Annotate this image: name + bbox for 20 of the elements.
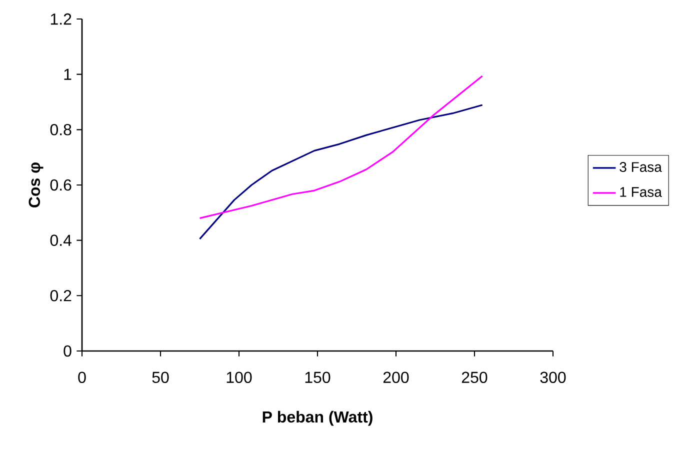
- y-tick-label: 0.6: [50, 179, 72, 191]
- y-tick-label: 0.2: [50, 290, 72, 302]
- x-tick-label: 0: [78, 372, 86, 384]
- x-tick-label: 100: [226, 372, 252, 384]
- x-axis-title: P beban (Watt): [262, 410, 372, 426]
- x-tick-label: 50: [152, 372, 169, 384]
- line-series: [198, 75, 484, 219]
- legend-label: 1 Fasa: [620, 187, 662, 197]
- y-tick-label: 0.8: [50, 124, 72, 136]
- y-tick-label: 0: [64, 345, 72, 357]
- line-series: [198, 104, 484, 240]
- y-tick-label: 1: [64, 68, 72, 80]
- y-tick-label: 0.4: [50, 234, 72, 246]
- legend-label: 3 Fasa: [620, 162, 662, 172]
- x-tick-label: 300: [540, 372, 566, 384]
- x-tick-label: 200: [383, 372, 409, 384]
- y-tick-label: 1.2: [50, 13, 72, 25]
- y-axis-title: Cos φ: [28, 162, 44, 208]
- x-tick-label: 250: [462, 372, 488, 384]
- x-tick-label: 150: [305, 372, 330, 384]
